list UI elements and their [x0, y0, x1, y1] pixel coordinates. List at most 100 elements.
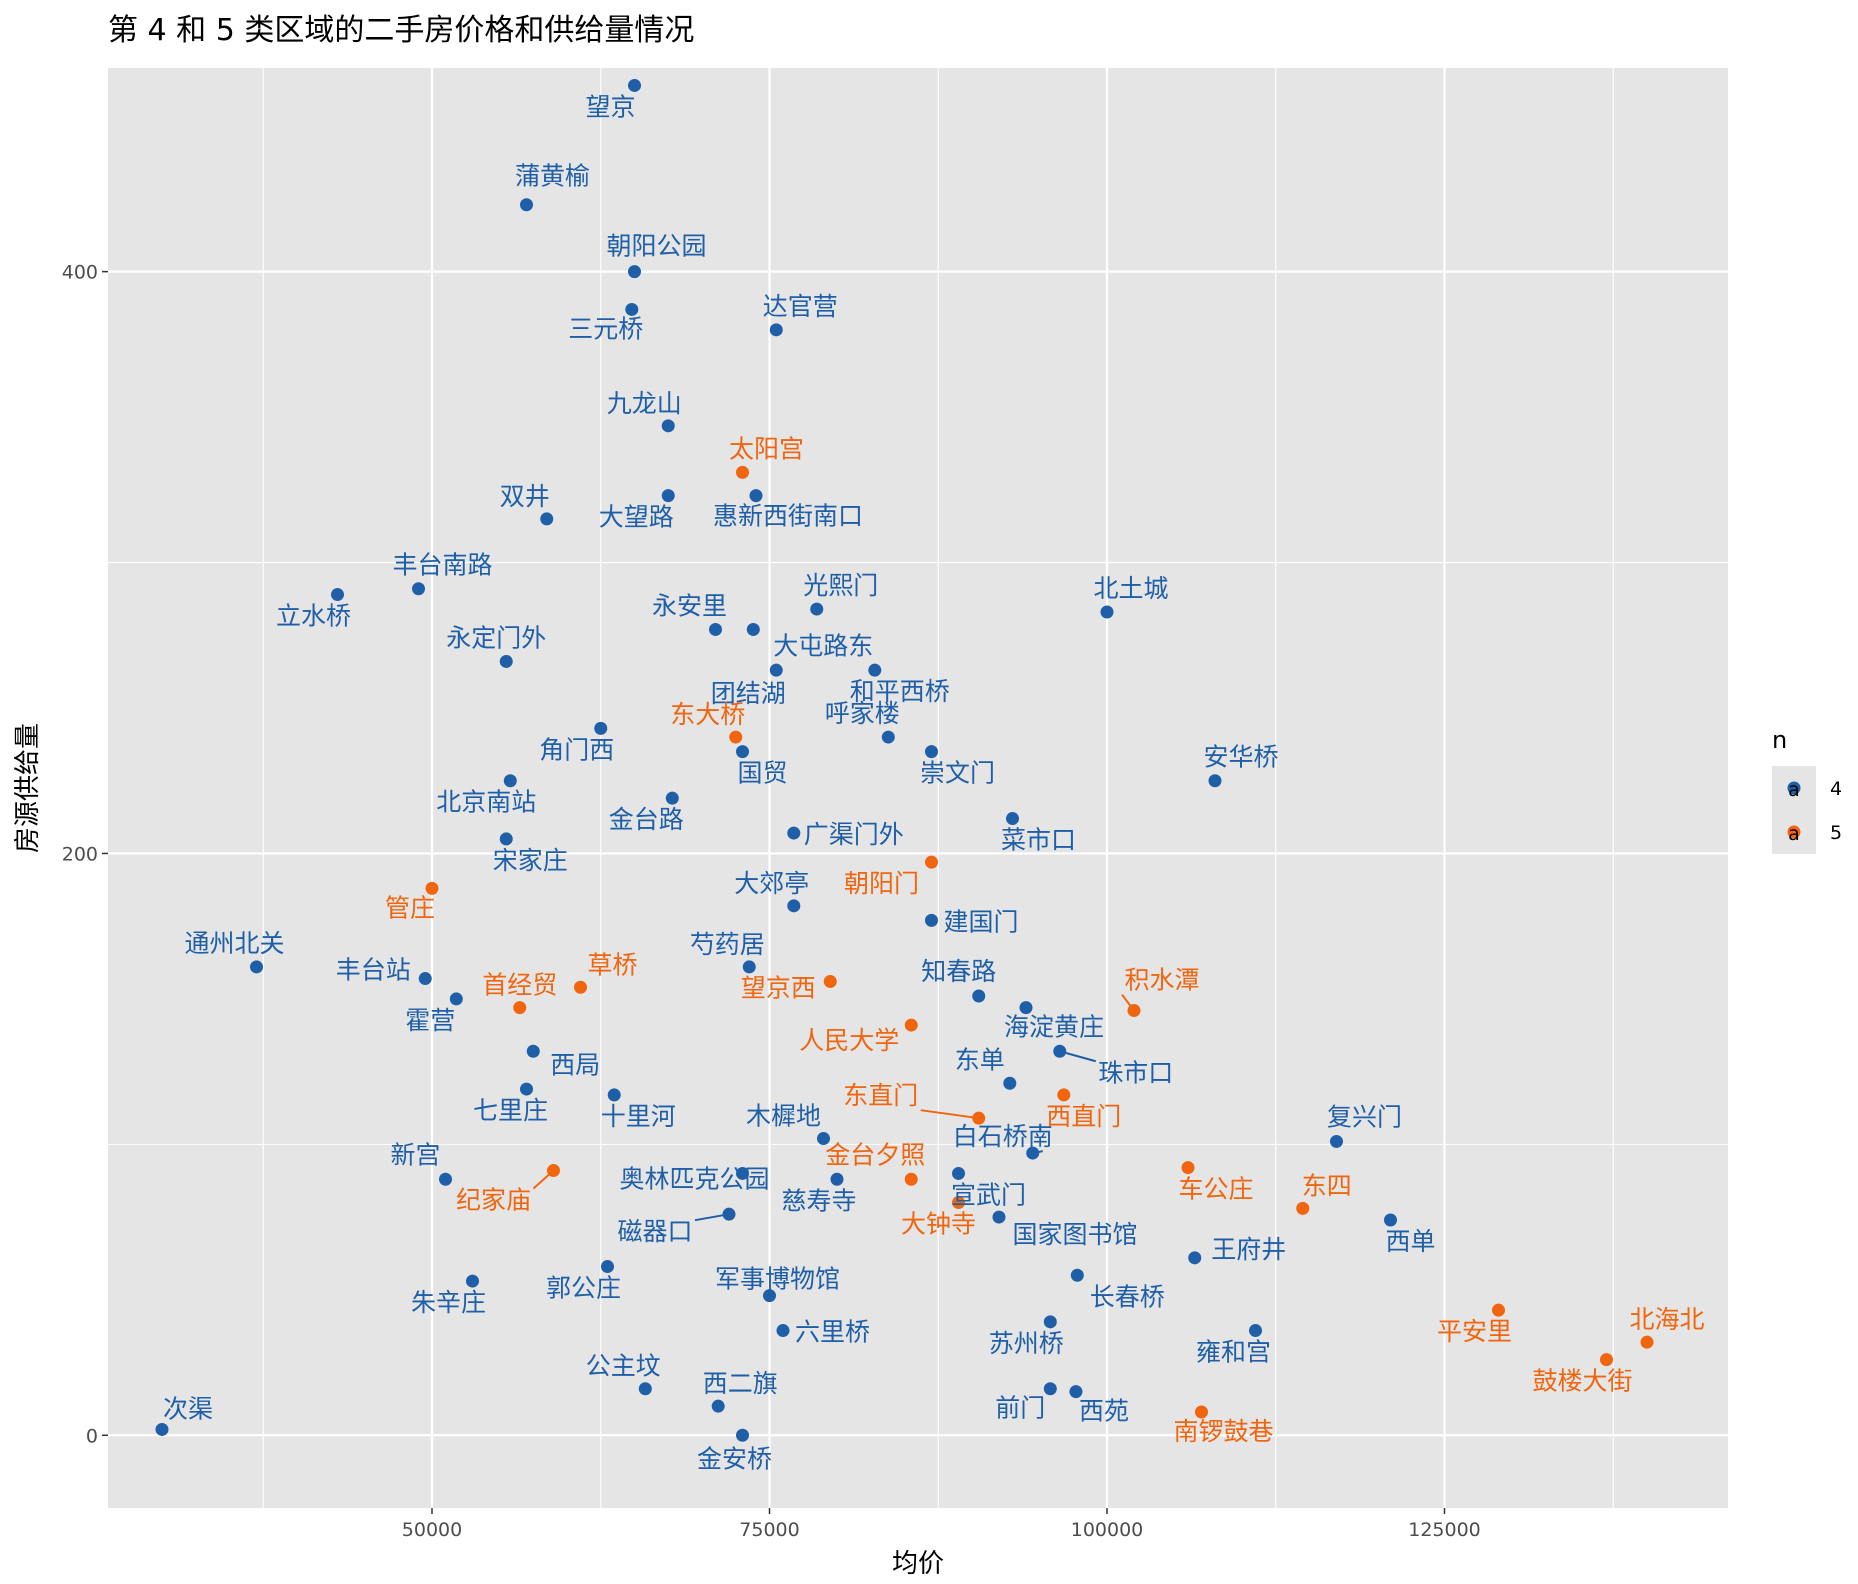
point-label: 东大桥 — [670, 700, 745, 729]
point-label: 王府井 — [1211, 1235, 1286, 1264]
data-point-鼓楼大街 — [1600, 1353, 1613, 1367]
point-label: 西局 — [550, 1050, 600, 1079]
data-point-人民大学 — [904, 1018, 918, 1032]
data-point-白石桥南 — [1026, 1146, 1040, 1160]
data-point-广渠门外 — [787, 826, 801, 840]
data-point-光熙门 — [810, 602, 824, 616]
point-label: 西二旗 — [703, 1369, 778, 1398]
data-point-复兴门 — [1330, 1134, 1343, 1148]
data-point-西单 — [1384, 1213, 1397, 1227]
data-point-永安里 — [709, 622, 722, 636]
data-point-前门 — [1043, 1382, 1057, 1396]
data-point-平安里 — [1492, 1303, 1505, 1317]
data-point-车公庄 — [1181, 1161, 1195, 1175]
data-point-朝阳门 — [925, 855, 938, 869]
data-point-珠市口 — [1053, 1044, 1067, 1058]
legend-title: n — [1772, 726, 1787, 754]
data-point-南锣鼓巷 — [1195, 1405, 1208, 1419]
point-label: 鼓楼大街 — [1532, 1367, 1632, 1396]
data-point-太阳宫 — [736, 465, 749, 479]
point-label: 广渠门外 — [804, 820, 904, 849]
point-label: 奥林匹克公园 — [619, 1164, 769, 1193]
point-label: 丰台南路 — [392, 551, 492, 580]
data-point-西直门 — [1057, 1088, 1071, 1102]
point-label: 大郊亭 — [734, 869, 809, 898]
data-point-纪家庙 — [547, 1164, 560, 1178]
data-point-朝阳公园 — [628, 265, 641, 279]
point-label: 永安里 — [652, 591, 727, 620]
point-label: 前门 — [995, 1394, 1045, 1423]
point-label: 金台夕照 — [825, 1140, 925, 1169]
data-point-大钟寺 — [952, 1196, 965, 1210]
data-point-金台路 — [665, 791, 679, 805]
data-point-苏州桥 — [1043, 1315, 1057, 1329]
data-point-双井 — [540, 512, 554, 526]
point-label: 菜市口 — [1001, 826, 1076, 855]
point-label: 国贸 — [737, 759, 787, 788]
legend-label: 5 — [1830, 822, 1842, 844]
point-label: 霍营 — [405, 1006, 455, 1035]
data-point-次渠 — [155, 1422, 169, 1436]
data-point-芍药居 — [742, 960, 756, 974]
point-label: 南锣鼓巷 — [1173, 1417, 1273, 1446]
data-point-知春路 — [972, 989, 986, 1003]
point-label: 三元桥 — [568, 314, 643, 343]
point-label: 九龙山 — [607, 389, 682, 418]
data-point-金台夕照 — [904, 1172, 918, 1186]
data-point-九龙山 — [661, 419, 675, 433]
point-label: 雍和宫 — [1196, 1338, 1271, 1367]
point-label: 东直门 — [843, 1081, 918, 1110]
point-label: 团结湖 — [711, 679, 786, 708]
grid-lines — [108, 68, 1728, 1508]
point-label: 积水潭 — [1124, 966, 1199, 995]
point-label: 长春桥 — [1090, 1282, 1165, 1311]
point-label: 达官营 — [763, 292, 838, 321]
point-label: 苏州桥 — [989, 1329, 1064, 1358]
point-label: 西直门 — [1046, 1102, 1121, 1131]
point-label: 北土城 — [1093, 574, 1168, 603]
data-point-望京 — [628, 78, 641, 92]
point-label: 东单 — [955, 1045, 1005, 1074]
x-tick-label: 50000 — [402, 1519, 462, 1541]
data-point-望京西 — [823, 974, 837, 988]
point-label: 朝阳公园 — [606, 232, 706, 261]
point-label: 磁器口 — [617, 1217, 692, 1246]
data-point-建国门 — [925, 913, 938, 927]
x-tick-label: 125000 — [1408, 1519, 1481, 1541]
data-point-北京南站 — [503, 774, 517, 788]
data-point-长春桥 — [1070, 1268, 1084, 1282]
data-point-草桥 — [574, 980, 587, 994]
point-label: 通州北关 — [184, 929, 284, 958]
point-label: 惠新西街南口 — [713, 502, 863, 531]
data-point-六里桥 — [776, 1324, 790, 1338]
point-label: 永定门外 — [446, 623, 546, 652]
point-label: 北海北 — [1629, 1305, 1704, 1334]
point-label: 平安里 — [1437, 1317, 1512, 1346]
point-label: 西苑 — [1079, 1397, 1129, 1426]
data-point-东四 — [1296, 1201, 1310, 1215]
data-point-公主坟 — [638, 1382, 652, 1396]
data-point-菜市口 — [1006, 812, 1019, 826]
point-label: 角门西 — [539, 735, 614, 764]
point-label: 建国门 — [944, 907, 1019, 936]
point-label: 七里庄 — [473, 1096, 548, 1125]
point-label: 公主坟 — [586, 1352, 661, 1381]
legend-key-point — [1787, 825, 1801, 839]
data-point-通州北关 — [250, 960, 263, 974]
point-label: 慈寿寺 — [781, 1186, 856, 1215]
data-point-东大桥 — [729, 730, 743, 744]
legend-key-glyph: a — [1788, 779, 1800, 801]
data-point-惠新西街南口 — [749, 489, 763, 503]
point-label: 大钟寺 — [901, 1210, 976, 1239]
point-label: 宣武门 — [951, 1180, 1026, 1209]
data-point-和平西桥 — [868, 663, 882, 677]
y-tick-label: 0 — [86, 1425, 98, 1447]
data-point-首经贸 — [513, 1001, 527, 1015]
data-point-霍营 — [449, 992, 463, 1006]
point-label: 军事博物馆 — [715, 1265, 840, 1294]
data-point-东单 — [1003, 1076, 1017, 1090]
data-point-朱辛庄 — [466, 1274, 479, 1288]
point-label: 朝阳门 — [844, 869, 919, 898]
plot-panel — [108, 68, 1728, 1508]
